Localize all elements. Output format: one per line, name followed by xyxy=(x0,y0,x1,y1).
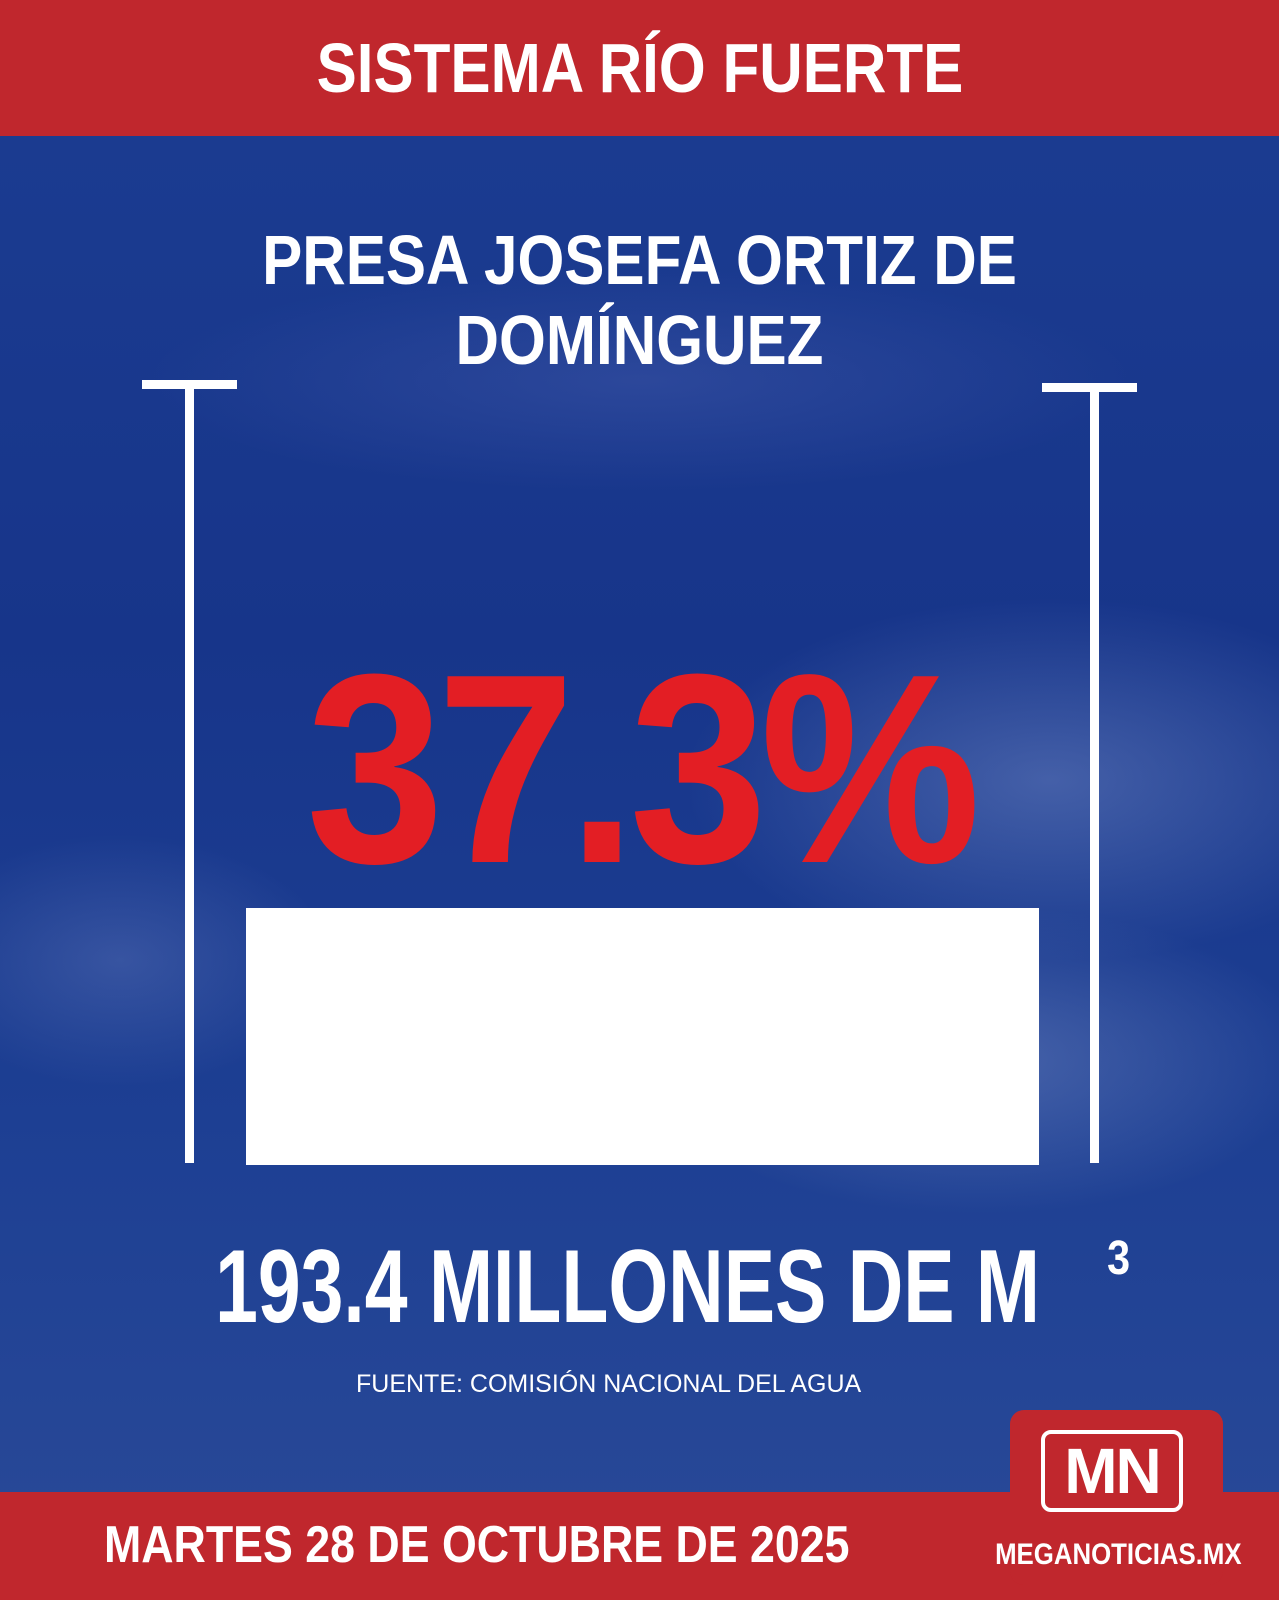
storage-level-bar xyxy=(246,908,1039,1165)
dam-name-text: PRESA JOSEFA ORTIZ DE DOMÍNGUEZ xyxy=(262,221,1017,379)
left-bracket-line xyxy=(185,380,194,1163)
storage-percent: 37.3% xyxy=(240,625,1040,915)
right-bracket-cap xyxy=(1042,383,1137,392)
source-credit: FUENTE: COMISIÓN NACIONAL DEL AGUA xyxy=(356,1370,862,1398)
mn-logo-text: MN xyxy=(1064,1435,1162,1507)
storage-volume: 193.4 MILLONES DE M 3 xyxy=(0,1228,1279,1347)
site-name-text: MEGANOTICIAS.MX xyxy=(995,1538,1242,1571)
header-title: SISTEMA RÍO FUERTE xyxy=(316,29,963,107)
dam-name: PRESA JOSEFA ORTIZ DE DOMÍNGUEZ xyxy=(0,220,1279,380)
publish-date: MARTES 28 DE OCTUBRE DE 2025 xyxy=(104,1515,971,1575)
mn-logo: MN xyxy=(1041,1430,1183,1512)
storage-percent-text: 37.3% xyxy=(306,619,981,920)
top-banner: SISTEMA RÍO FUERTE xyxy=(0,0,1279,136)
site-name: MEGANOTICIAS.MX xyxy=(975,1538,1242,1572)
cubic-superscript: 3 xyxy=(1107,1232,1131,1285)
publish-date-text: MARTES 28 DE OCTUBRE DE 2025 xyxy=(104,1516,850,1574)
right-bracket-line xyxy=(1090,383,1099,1163)
storage-volume-text: 193.4 MILLONES DE M xyxy=(215,1229,1041,1345)
